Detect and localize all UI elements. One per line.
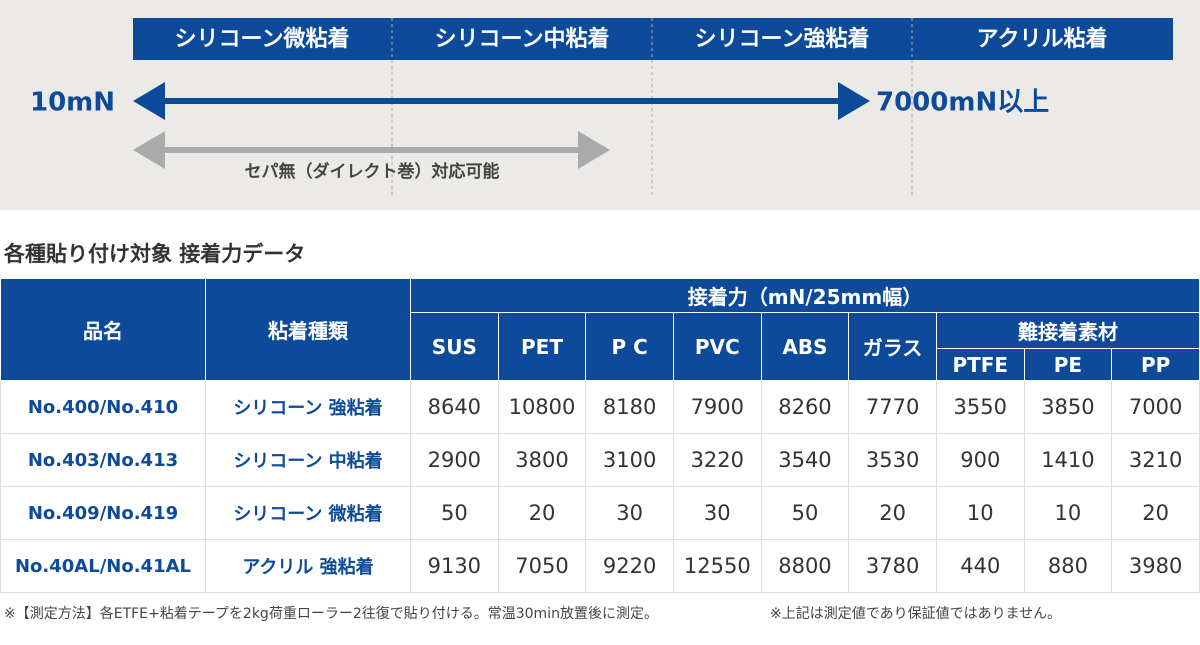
segment-label: シリコーン微粘着 bbox=[175, 26, 350, 52]
table-cell: 3780 bbox=[848, 539, 937, 593]
table-cell: No.40AL/No.41AL bbox=[0, 539, 206, 593]
table-cell: 30 bbox=[585, 486, 674, 540]
table-cell: 50 bbox=[410, 486, 499, 540]
table-cell: 7900 bbox=[672, 380, 762, 434]
table-cell: 50 bbox=[760, 486, 850, 540]
header-cell: SUS bbox=[410, 312, 499, 381]
table-cell: 3550 bbox=[935, 380, 1025, 434]
table-cell: No.403/No.413 bbox=[0, 433, 206, 487]
table-row: No.40AL/No.41AL アクリル 強粘着 9130 7050 9220 12550… bbox=[0, 539, 1200, 593]
header-cell: PTFE bbox=[935, 348, 1025, 381]
table-cell: 3850 bbox=[1023, 380, 1113, 434]
table-cell: 3100 bbox=[585, 433, 674, 487]
table-cell: 7050 bbox=[497, 539, 587, 593]
arrow-head bbox=[133, 131, 165, 169]
table-cell: 7770 bbox=[848, 380, 937, 434]
table-cell: 8260 bbox=[760, 380, 850, 434]
table-row: No.409/No.419 シリコーン 微粘着 50 20 30 30 50 20 10 10 20 bbox=[0, 486, 1200, 540]
arrow-head bbox=[133, 82, 165, 120]
table-cell: 30 bbox=[672, 486, 762, 540]
min-label: 10mN bbox=[30, 88, 115, 118]
table-cell: 12550 bbox=[672, 539, 762, 593]
table-cell: 2900 bbox=[410, 433, 499, 487]
header-cell: 粘着種類 bbox=[205, 278, 411, 381]
header-cell: PVC bbox=[672, 312, 762, 381]
table-cell: 10800 bbox=[497, 380, 587, 434]
table-cell: 9220 bbox=[585, 539, 674, 593]
table-cell: 10 bbox=[935, 486, 1025, 540]
adhesion-scale: シリコーン微粘着 シリコーン中粘着 シリコーン強粘着 アクリル粘着 10mN 7… bbox=[0, 0, 1200, 210]
table-cell: No.409/No.419 bbox=[0, 486, 206, 540]
section-title: 各種貼り付け対象 接着力データ bbox=[4, 242, 306, 266]
table-cell: 3980 bbox=[1111, 539, 1200, 593]
segment-label: アクリル粘着 bbox=[977, 26, 1108, 52]
table-row: No.400/No.410 シリコーン 強粘着 8640 10800 8180 7900 8… bbox=[0, 380, 1200, 434]
note: セパ無（ダイレクト巻）対応可能 bbox=[245, 161, 500, 182]
header-cell: ガラス bbox=[848, 312, 937, 381]
header-cell: ABS bbox=[760, 312, 850, 381]
table-cell: 900 bbox=[935, 433, 1025, 487]
footnote: ※【測定方法】各ETFE+粘着テープを2kg荷重ローラー2往復で貼り付ける。常温… bbox=[4, 606, 658, 622]
arrow-head bbox=[838, 82, 870, 120]
table-cell: 8640 bbox=[410, 380, 499, 434]
adhesion-table: 品名 粘着種類 接着力（mN/25mm幅） SUS PET P C PVC ABS ガラス 難接… bbox=[0, 278, 1200, 593]
table-cell: 3210 bbox=[1111, 433, 1200, 487]
arrow-head bbox=[578, 131, 610, 169]
table-cell: 440 bbox=[935, 539, 1025, 593]
header-cell: 接着力（mN/25mm幅） bbox=[410, 278, 1200, 313]
footnote: ※上記は測定値であり保証値ではありません。 bbox=[770, 606, 1062, 622]
table-cell: 3220 bbox=[672, 433, 762, 487]
table-cell: 9130 bbox=[410, 539, 499, 593]
header-cell: PET bbox=[497, 312, 587, 381]
header-cell: 品名 bbox=[0, 278, 206, 381]
table-cell: 20 bbox=[848, 486, 937, 540]
table-cell: No.400/No.410 bbox=[0, 380, 206, 434]
max-label: 7000mN以上 bbox=[876, 88, 1049, 118]
table-cell: 8180 bbox=[585, 380, 674, 434]
table-cell: 10 bbox=[1023, 486, 1113, 540]
table-cell: 7000 bbox=[1111, 380, 1200, 434]
table-cell: 3540 bbox=[760, 433, 850, 487]
table-cell: 3800 bbox=[497, 433, 587, 487]
header-cell: PP bbox=[1111, 348, 1200, 381]
table-cell: 8800 bbox=[760, 539, 850, 593]
table-cell: シリコーン 強粘着 bbox=[205, 380, 411, 434]
table-cell: シリコーン 微粘着 bbox=[205, 486, 411, 540]
header-cell: P C bbox=[585, 312, 674, 381]
table-cell: シリコーン 中粘着 bbox=[205, 433, 411, 487]
table-cell: 3530 bbox=[848, 433, 937, 487]
table-row: No.403/No.413 シリコーン 中粘着 2900 3800 3100 3220 35… bbox=[0, 433, 1200, 487]
header-cell: 難接着素材 bbox=[935, 312, 1200, 349]
segment-bar bbox=[133, 18, 1173, 60]
segment-label: シリコーン強粘着 bbox=[695, 26, 870, 52]
table-cell: アクリル 強粘着 bbox=[205, 539, 411, 593]
table-cell: 20 bbox=[1111, 486, 1200, 540]
table-cell: 1410 bbox=[1023, 433, 1113, 487]
segment-label: シリコーン中粘着 bbox=[435, 26, 610, 52]
header-cell: PE bbox=[1023, 348, 1113, 381]
table-cell: 20 bbox=[497, 486, 587, 540]
table-cell: 880 bbox=[1023, 539, 1113, 593]
